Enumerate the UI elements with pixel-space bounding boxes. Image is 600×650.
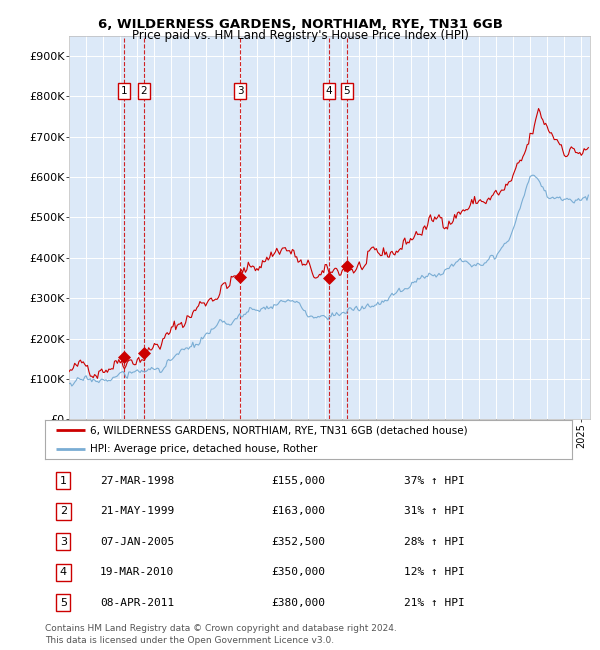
Text: 4: 4 [326, 86, 332, 96]
Text: 28% ↑ HPI: 28% ↑ HPI [404, 537, 465, 547]
Text: 21-MAY-1999: 21-MAY-1999 [100, 506, 175, 516]
Text: 07-JAN-2005: 07-JAN-2005 [100, 537, 175, 547]
Text: This data is licensed under the Open Government Licence v3.0.: This data is licensed under the Open Gov… [45, 636, 334, 645]
Text: £380,000: £380,000 [271, 598, 325, 608]
Text: 31% ↑ HPI: 31% ↑ HPI [404, 506, 465, 516]
Text: 3: 3 [237, 86, 244, 96]
Text: 2: 2 [60, 506, 67, 516]
Text: 37% ↑ HPI: 37% ↑ HPI [404, 476, 465, 486]
Text: 6, WILDERNESS GARDENS, NORTHIAM, RYE, TN31 6GB (detached house): 6, WILDERNESS GARDENS, NORTHIAM, RYE, TN… [90, 426, 467, 436]
Text: £155,000: £155,000 [271, 476, 325, 486]
Text: 4: 4 [60, 567, 67, 577]
Text: £163,000: £163,000 [271, 506, 325, 516]
Text: 1: 1 [121, 86, 127, 96]
Text: £352,500: £352,500 [271, 537, 325, 547]
Text: 08-APR-2011: 08-APR-2011 [100, 598, 175, 608]
Text: Contains HM Land Registry data © Crown copyright and database right 2024.: Contains HM Land Registry data © Crown c… [45, 624, 397, 633]
Text: 12% ↑ HPI: 12% ↑ HPI [404, 567, 465, 577]
Text: 6, WILDERNESS GARDENS, NORTHIAM, RYE, TN31 6GB: 6, WILDERNESS GARDENS, NORTHIAM, RYE, TN… [98, 18, 502, 31]
Text: 3: 3 [60, 537, 67, 547]
Text: 21% ↑ HPI: 21% ↑ HPI [404, 598, 465, 608]
Text: Price paid vs. HM Land Registry's House Price Index (HPI): Price paid vs. HM Land Registry's House … [131, 29, 469, 42]
Text: £350,000: £350,000 [271, 567, 325, 577]
Text: 5: 5 [344, 86, 350, 96]
Text: HPI: Average price, detached house, Rother: HPI: Average price, detached house, Roth… [90, 444, 317, 454]
Text: 27-MAR-1998: 27-MAR-1998 [100, 476, 175, 486]
Text: 1: 1 [60, 476, 67, 486]
Text: 5: 5 [60, 598, 67, 608]
Text: 2: 2 [140, 86, 147, 96]
Text: 19-MAR-2010: 19-MAR-2010 [100, 567, 175, 577]
